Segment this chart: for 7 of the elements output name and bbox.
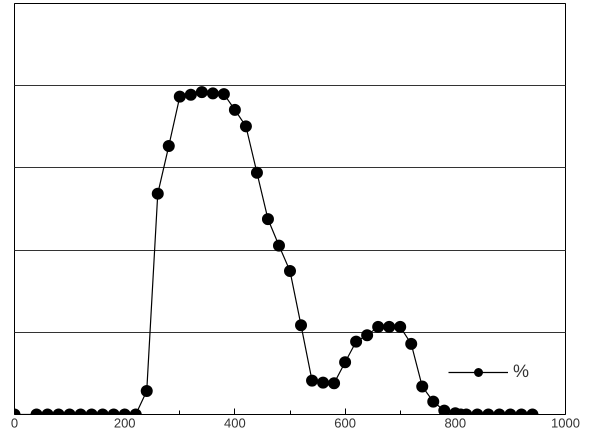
x-tick-label: 400 — [224, 416, 246, 430]
legend-label: % — [513, 361, 530, 382]
x-tick-label: 800 — [444, 416, 466, 430]
x-tick-label: 1000 — [551, 416, 580, 430]
x-tick-label: 600 — [334, 416, 356, 430]
x-tick-label: 0 — [10, 416, 18, 430]
x-tick-label: 200 — [114, 416, 136, 430]
